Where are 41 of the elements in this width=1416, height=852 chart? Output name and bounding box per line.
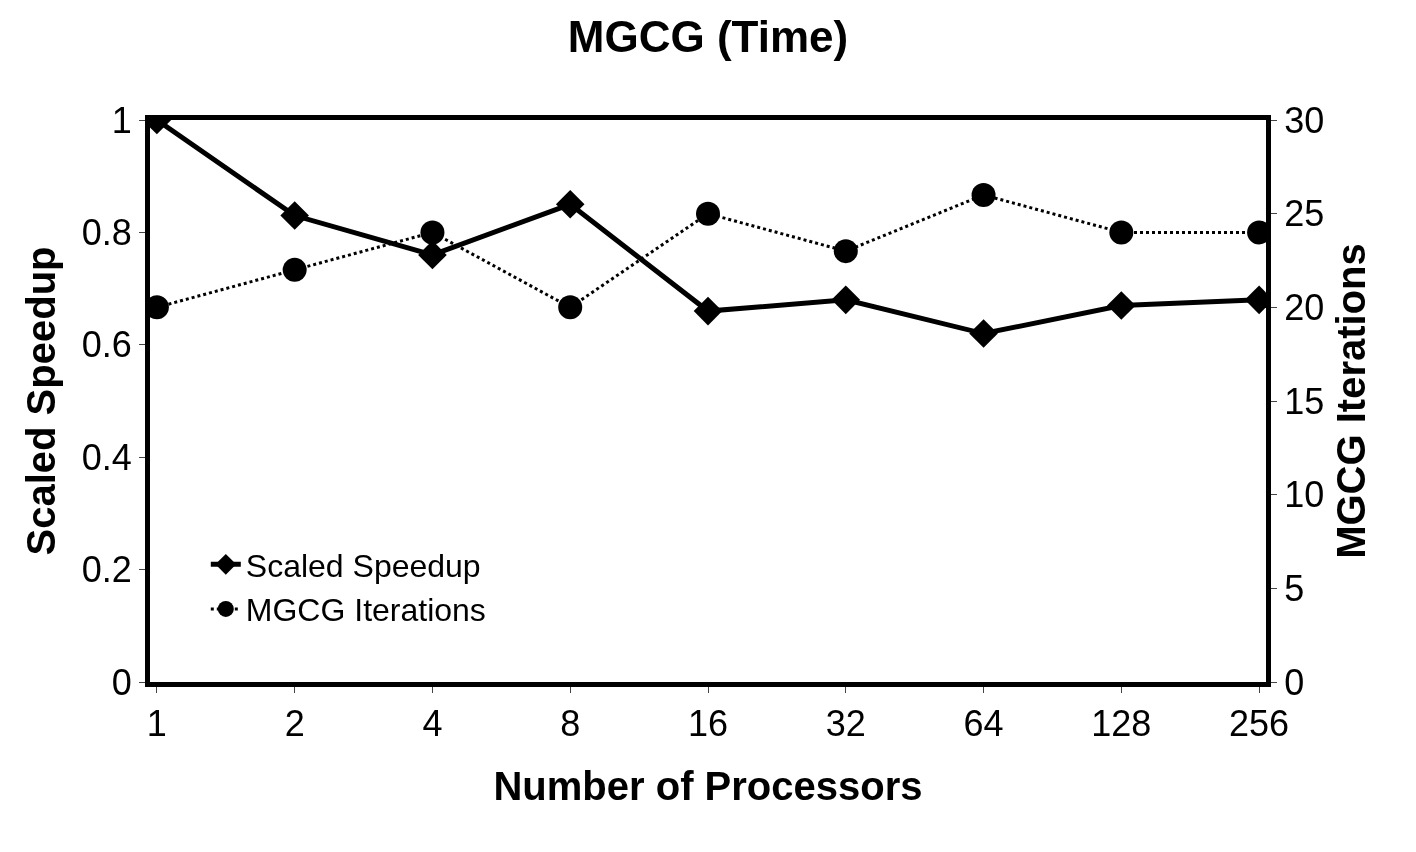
x-tick-label: 2 [284,703,305,745]
x-tick-label: 128 [1091,703,1152,745]
x-tick-label: 8 [560,703,581,745]
point [1109,220,1134,245]
point [696,201,720,226]
point [833,239,858,264]
y-tick-label: 0.6 [81,324,132,366]
point [558,295,583,320]
y2-tick-label: 30 [1284,99,1325,141]
x-tick-label: 1 [146,703,167,745]
x-tick-label: 64 [963,703,1004,745]
point [1107,291,1136,320]
y2-tick-label: 15 [1284,380,1325,422]
point [969,319,998,348]
point [971,182,996,207]
y2-tick-label: 20 [1284,286,1325,328]
y-tick-label: 0.4 [81,436,132,478]
y-tick-label: 1 [111,99,132,141]
x-tick-label: 4 [422,703,443,745]
x-tick-label: 32 [825,703,866,745]
chart-title: MGCG (Time) [567,12,849,62]
y2-tick-label: 25 [1284,193,1325,235]
y2-tick-label: 10 [1284,474,1325,516]
point [280,201,309,230]
point [831,285,861,315]
y-axis-title: Scaled Speedup [19,246,64,556]
y-tick-label: 0.2 [81,549,132,591]
y2-tick-label: 0 [1284,661,1305,703]
legend-label: MGCG Iterations [245,592,486,629]
point [282,257,307,282]
y2-axis-title: MGCG Iterations [1328,243,1373,559]
point [420,220,445,245]
point [555,190,585,219]
x-tick-label: 16 [687,703,729,745]
x-tick-label: 256 [1229,703,1290,745]
point [693,296,723,326]
y-tick-label: 0.8 [81,212,132,253]
y2-tick-label: 5 [1284,567,1305,609]
legend-label: Scaled Speedup [245,547,481,584]
y-tick-label: 0 [111,661,132,703]
x-axis-title: Number of Processors [493,763,923,808]
